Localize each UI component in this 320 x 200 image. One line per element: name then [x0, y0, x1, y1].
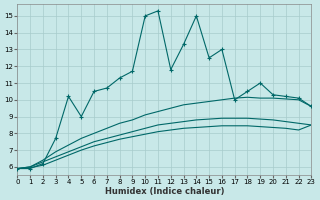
X-axis label: Humidex (Indice chaleur): Humidex (Indice chaleur)	[105, 187, 224, 196]
